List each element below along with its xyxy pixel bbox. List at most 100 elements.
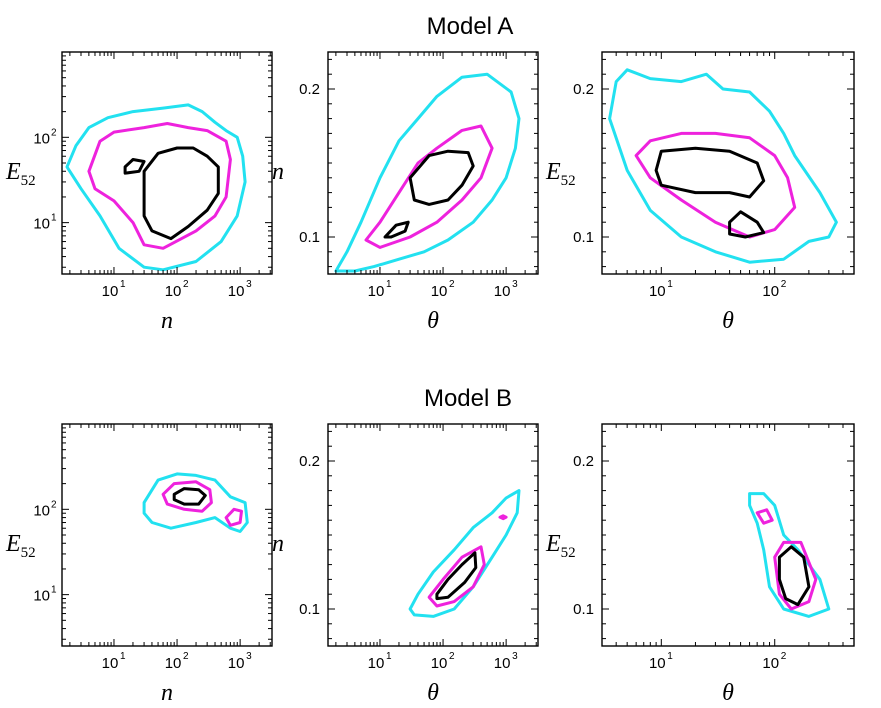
contour-middle — [161, 480, 213, 513]
x-tick-label: 10 — [431, 283, 448, 300]
y-axis-label: E52 — [545, 531, 576, 561]
y-axis-label: n — [272, 159, 284, 185]
x-axis-label: n — [161, 680, 173, 706]
x-tick-label: 10 — [762, 655, 779, 672]
contours-group — [748, 492, 831, 618]
contours-group — [142, 472, 249, 533]
y-axis-label: E52 — [545, 159, 576, 189]
panel-model-a-theta-n: 10 1 10 2 10 30.10.2θn — [272, 51, 539, 334]
x-axis-label: θ — [427, 680, 439, 706]
y-tick-label: 0.1 — [573, 229, 594, 246]
contour-outer — [334, 72, 521, 273]
model-a-title: Model A — [427, 13, 514, 40]
x-tick-label: 10 — [165, 283, 182, 300]
x-tick-exponent: 1 — [667, 279, 673, 290]
contour-outer — [142, 472, 249, 533]
contour-outer — [608, 68, 838, 264]
contour-outer — [65, 103, 247, 272]
x-tick-label: 10 — [431, 655, 448, 672]
contours-group — [65, 103, 247, 272]
x-tick-label: 10 — [494, 283, 511, 300]
contour-outer — [408, 489, 521, 618]
x-tick-exponent: 2 — [183, 279, 189, 290]
y-tick-label: 10 — [33, 130, 50, 147]
y-axis-label: E52 — [5, 159, 36, 189]
x-tick-label: 10 — [228, 655, 245, 672]
x-tick-exponent: 3 — [246, 279, 252, 290]
x-tick-exponent: 2 — [781, 651, 787, 662]
contour-inner — [123, 158, 146, 175]
contour-inner — [728, 210, 766, 239]
x-tick-label: 10 — [102, 655, 119, 672]
y-tick-label: 0.2 — [299, 81, 320, 98]
x-axis-label: n — [161, 308, 173, 334]
contour-middle — [427, 545, 486, 608]
contour-middle — [87, 122, 232, 250]
contour-inner — [777, 545, 811, 607]
contour-middle — [364, 124, 494, 249]
y-tick-label: 0.2 — [573, 81, 594, 98]
x-tick-exponent: 2 — [183, 651, 189, 662]
contour-middle — [498, 514, 508, 521]
x-tick-label: 10 — [102, 283, 119, 300]
y-tick-label: 10 — [33, 502, 50, 519]
y-tick-exponent: 1 — [51, 585, 57, 596]
plot-frame — [61, 423, 273, 647]
y-tick-label: 0.1 — [573, 601, 594, 618]
contours-group — [334, 72, 521, 273]
contour-inner — [142, 146, 220, 241]
x-tick-exponent: 1 — [667, 651, 673, 662]
y-tick-exponent: 2 — [51, 499, 57, 510]
x-tick-exponent: 2 — [449, 651, 455, 662]
x-tick-exponent: 3 — [246, 651, 252, 662]
contour-middle — [224, 507, 243, 527]
x-tick-label: 10 — [368, 283, 385, 300]
x-axis-label: θ — [722, 680, 734, 706]
x-tick-exponent: 2 — [781, 279, 787, 290]
x-tick-exponent: 2 — [449, 279, 455, 290]
y-axis-label: n — [272, 531, 284, 557]
contours-group — [608, 68, 838, 264]
contour-middle — [634, 131, 797, 239]
contour-middle — [773, 540, 818, 611]
panel-model-b-theta-n: 10 1 10 2 10 30.10.2θn — [272, 423, 539, 706]
y-tick-label: 0.1 — [299, 229, 320, 246]
x-tick-label: 10 — [649, 283, 666, 300]
x-tick-label: 10 — [228, 283, 245, 300]
x-tick-exponent: 1 — [386, 279, 392, 290]
contour-inner — [408, 149, 475, 206]
y-axis-label: E52 — [5, 531, 36, 561]
x-tick-label: 10 — [368, 655, 385, 672]
x-tick-exponent: 3 — [512, 279, 518, 290]
y-tick-label: 0.1 — [299, 601, 320, 618]
y-tick-label: 10 — [33, 216, 50, 233]
y-tick-label: 10 — [33, 588, 50, 605]
contour-inner — [654, 146, 766, 199]
contour-inner — [172, 487, 207, 506]
x-tick-label: 10 — [762, 283, 779, 300]
y-tick-exponent: 1 — [51, 213, 57, 224]
contour-middle — [755, 508, 774, 525]
x-tick-exponent: 1 — [120, 651, 126, 662]
x-tick-label: 10 — [649, 655, 666, 672]
x-tick-exponent: 1 — [386, 651, 392, 662]
x-tick-label: 10 — [494, 655, 511, 672]
contour-inner — [383, 220, 410, 239]
x-axis-label: θ — [427, 308, 439, 334]
contours-group — [408, 489, 521, 618]
x-tick-label: 10 — [165, 655, 182, 672]
y-tick-exponent: 2 — [51, 127, 57, 138]
x-tick-exponent: 1 — [120, 279, 126, 290]
y-tick-label: 0.2 — [573, 453, 594, 470]
y-tick-label: 0.2 — [299, 453, 320, 470]
x-tick-exponent: 3 — [512, 651, 518, 662]
model-b-title: Model B — [424, 385, 512, 412]
contour-outer — [748, 492, 831, 618]
x-axis-label: θ — [722, 308, 734, 334]
